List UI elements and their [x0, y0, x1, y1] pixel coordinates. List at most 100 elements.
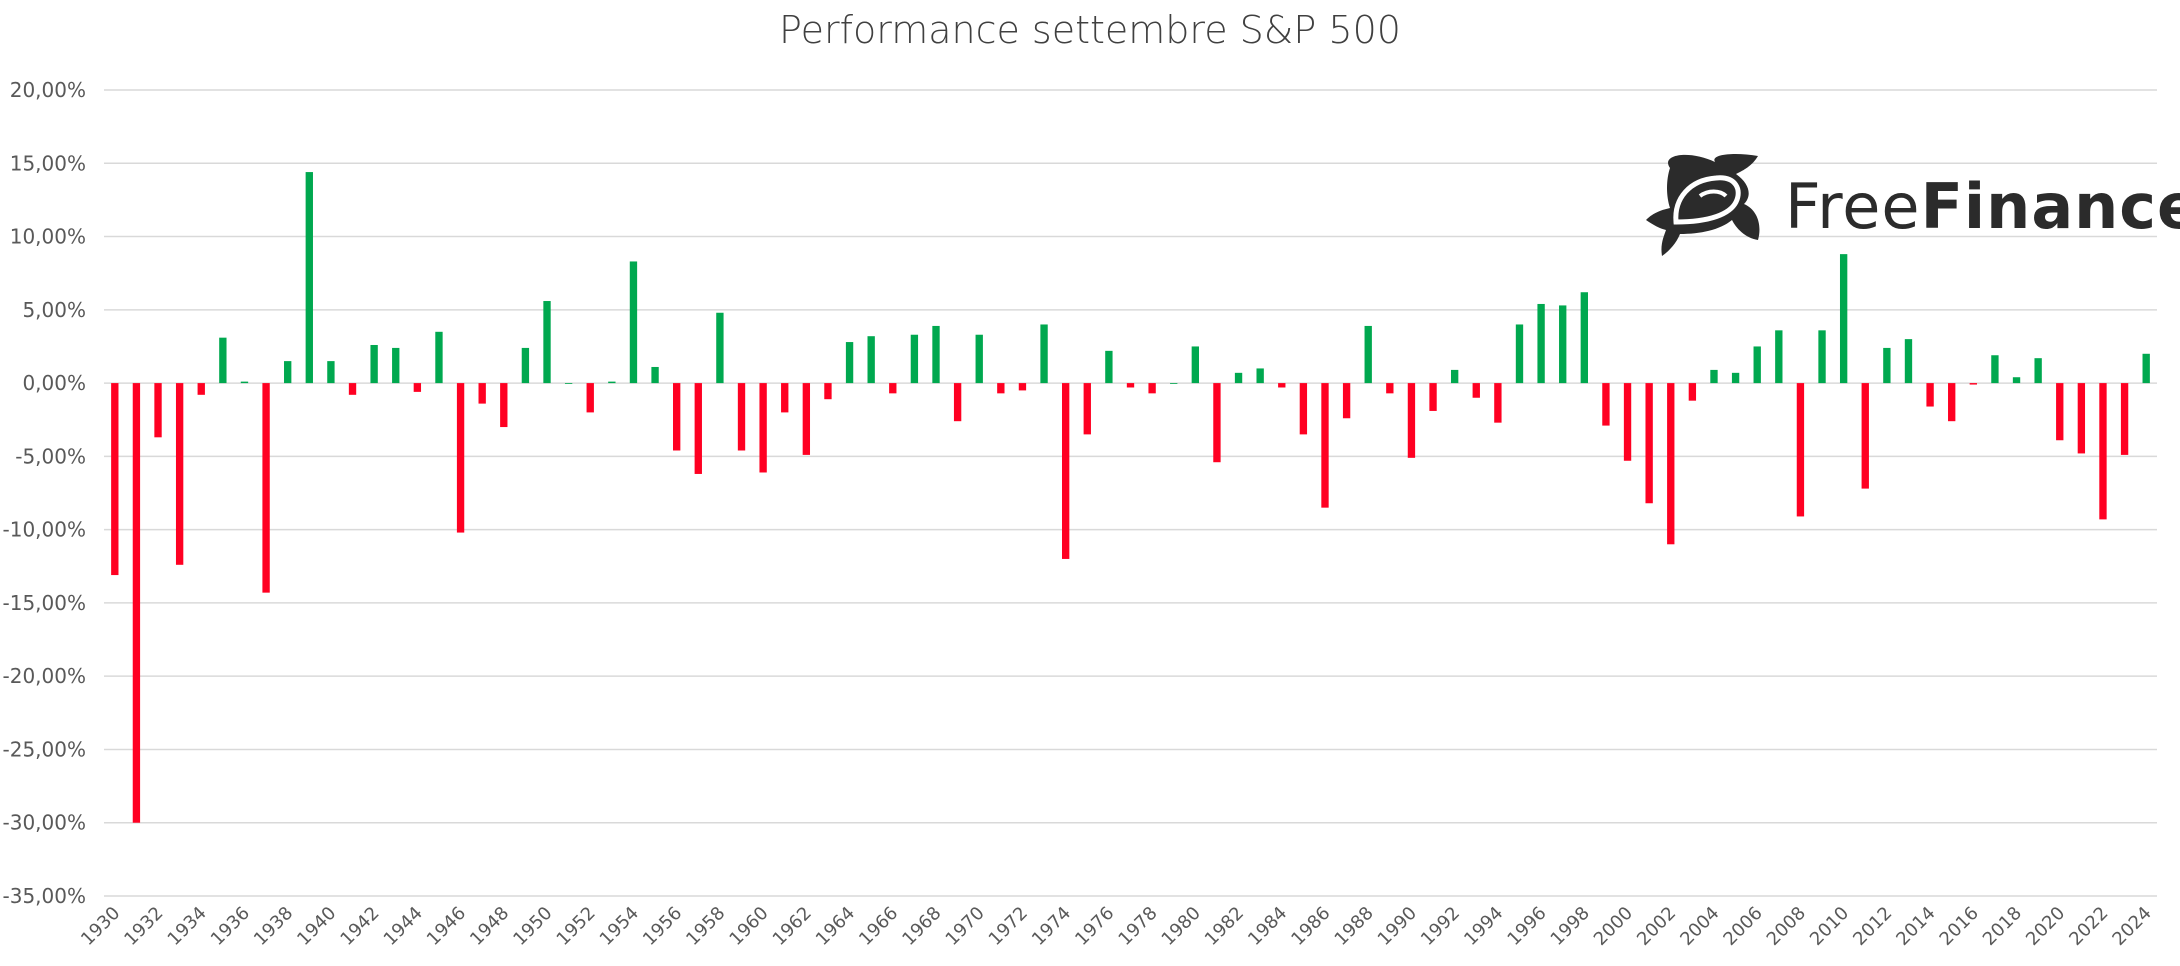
bar-2001 [1645, 383, 1653, 504]
x-tick-label: 1948 [466, 903, 513, 950]
bar-1982 [1234, 372, 1243, 384]
bar-1965 [867, 336, 875, 384]
bar-1987 [1342, 383, 1351, 419]
bar-2017 [1991, 355, 1999, 384]
x-tick-label: 1984 [1244, 903, 1291, 950]
bar-1943 [392, 347, 400, 384]
bar-1995 [1515, 324, 1524, 384]
bar-1996 [1537, 303, 1545, 384]
x-tick-label: 1978 [1114, 903, 1161, 950]
bar-1980 [1191, 346, 1200, 384]
bar-1979 [1170, 383, 1178, 384]
bar-1994 [1494, 383, 1502, 423]
bar-1969 [953, 383, 962, 422]
bar-2014 [1926, 383, 1934, 407]
logo-text: FreeFinance [1785, 170, 2180, 243]
x-tick-label: 1980 [1158, 903, 1205, 950]
bar-1975 [1083, 383, 1091, 435]
bar-2005 [1731, 372, 1740, 384]
bar-1985 [1299, 383, 1308, 435]
bar-1966 [889, 383, 897, 394]
x-tick-label: 1986 [1287, 903, 1334, 950]
x-tick-label: 1944 [380, 903, 427, 950]
bar-1993 [1472, 383, 1480, 398]
bar-1947 [478, 383, 486, 404]
bar-1989 [1386, 383, 1394, 394]
x-tick-label: 1994 [1460, 903, 1507, 950]
x-tick-label: 2014 [1892, 903, 1939, 950]
bar-1972 [1018, 383, 1027, 391]
bar-2022 [2099, 383, 2107, 520]
bar-1976 [1105, 350, 1113, 384]
bar-1955 [651, 366, 659, 384]
bar-2020 [2056, 383, 2064, 441]
x-tick-label: 2004 [1676, 903, 1723, 950]
y-tick-label: 0,00% [22, 371, 86, 395]
bar-1935 [219, 337, 227, 384]
chart-title: Performance settembre S&P 500 [779, 8, 1401, 52]
x-tick-label: 1932 [120, 903, 167, 950]
bar-1992 [1450, 369, 1459, 384]
bar-1957 [694, 383, 702, 474]
x-tick-label: 1972 [985, 903, 1032, 950]
x-tick-label: 2020 [2022, 903, 2069, 950]
x-tick-label: 1990 [1374, 903, 1421, 950]
x-tick-label: 2012 [1849, 903, 1896, 950]
x-tick-label: 1934 [164, 903, 211, 950]
bar-2000 [1623, 383, 1632, 461]
y-tick-label: -10,00% [3, 518, 86, 542]
x-tick-label: 1938 [250, 903, 297, 950]
x-tick-label: 1950 [509, 903, 556, 950]
bar-2002 [1667, 383, 1675, 545]
x-tick-label: 1976 [1071, 903, 1118, 950]
x-tick-label: 1970 [942, 903, 989, 950]
bar-1974 [1061, 383, 1070, 559]
x-tick-label: 1966 [855, 903, 902, 950]
bar-1942 [370, 344, 378, 384]
y-tick-label: -15,00% [3, 591, 86, 615]
x-tick-label: 1954 [596, 903, 643, 950]
bar-2021 [2077, 383, 2086, 454]
bar-1970 [975, 334, 983, 384]
x-tick-label: 1974 [1028, 903, 1075, 950]
bar-1998 [1580, 292, 1588, 384]
logo-text-bold: Finance [1920, 170, 2180, 243]
x-tick-label: 1956 [639, 903, 686, 950]
bar-1988 [1364, 325, 1372, 384]
bar-1961 [781, 383, 789, 413]
bar-2011 [1861, 383, 1869, 489]
y-tick-label: -30,00% [3, 811, 86, 835]
x-tick-label: 2016 [1936, 903, 1983, 950]
x-tick-label: 1962 [769, 903, 816, 950]
bar-1945 [435, 331, 443, 384]
bar-1954 [629, 261, 638, 384]
bar-1948 [500, 383, 508, 428]
bar-1932 [154, 383, 162, 438]
x-tick-label: 1996 [1503, 903, 1550, 950]
bar-1981 [1213, 383, 1221, 463]
y-tick-label: 20,00% [10, 78, 86, 102]
bar-1973 [1040, 324, 1048, 384]
x-tick-label: 2024 [2108, 903, 2155, 950]
bar-1960 [759, 383, 767, 473]
bar-1986 [1321, 383, 1329, 508]
bar-2006 [1753, 346, 1761, 384]
bar-1997 [1559, 305, 1567, 384]
x-tick-label: 2002 [1633, 903, 1680, 950]
x-tick-label: 1958 [682, 903, 729, 950]
bar-2013 [1904, 339, 1913, 384]
bar-1937 [262, 383, 270, 593]
bar-1952 [586, 383, 594, 413]
bar-1977 [1126, 383, 1135, 388]
bar-1967 [910, 334, 919, 384]
bar-2008 [1796, 383, 1805, 517]
bar-1962 [802, 383, 811, 455]
bar-1941 [348, 383, 357, 395]
y-tick-label: -25,00% [3, 737, 86, 761]
x-tick-label: 2000 [1590, 903, 1637, 950]
bar-1951 [564, 383, 573, 384]
x-tick-label: 1940 [293, 903, 340, 950]
x-tick-label: 1988 [1331, 903, 1378, 950]
bar-2024 [2142, 353, 2150, 384]
